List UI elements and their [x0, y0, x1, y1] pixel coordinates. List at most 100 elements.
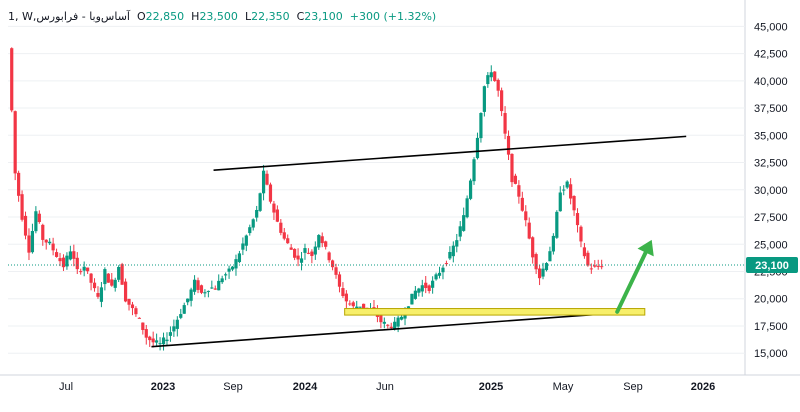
candle-body[interactable]: [158, 343, 162, 345]
candle-body[interactable]: [362, 303, 366, 309]
candle-body[interactable]: [186, 298, 190, 303]
candle-body[interactable]: [531, 237, 535, 258]
candle-body[interactable]: [475, 137, 480, 159]
candle-body[interactable]: [23, 215, 28, 236]
candle-body[interactable]: [510, 153, 514, 183]
candle-body[interactable]: [424, 282, 428, 289]
candle-body[interactable]: [130, 304, 135, 309]
candle-body[interactable]: [503, 113, 507, 134]
candle-body[interactable]: [441, 267, 445, 273]
candle-body[interactable]: [41, 224, 45, 240]
candle-body[interactable]: [403, 312, 407, 319]
candle-body[interactable]: [255, 209, 259, 218]
candle-body[interactable]: [168, 332, 173, 336]
candle-body[interactable]: [213, 288, 217, 290]
candle-body[interactable]: [537, 268, 542, 279]
candle-body[interactable]: [20, 194, 24, 220]
candle-body[interactable]: [120, 264, 124, 285]
candle-body[interactable]: [458, 226, 462, 237]
candle-body[interactable]: [348, 303, 352, 305]
candle-body[interactable]: [593, 265, 597, 267]
candle-body[interactable]: [265, 173, 269, 185]
candle-body[interactable]: [134, 308, 138, 315]
candle-body[interactable]: [451, 245, 455, 257]
candle-body[interactable]: [151, 338, 155, 343]
candle-body[interactable]: [17, 172, 21, 196]
candle-body[interactable]: [230, 266, 235, 270]
candle-body[interactable]: [431, 280, 435, 288]
candle-body[interactable]: [427, 285, 431, 292]
candle-body[interactable]: [34, 211, 38, 232]
candle-body[interactable]: [224, 274, 228, 276]
candle-body[interactable]: [72, 251, 76, 259]
candle-body[interactable]: [558, 192, 562, 212]
candle-body[interactable]: [244, 235, 248, 246]
candle-body[interactable]: [569, 184, 573, 199]
candle-body[interactable]: [282, 232, 286, 239]
candle-body[interactable]: [386, 324, 390, 326]
candle-body[interactable]: [206, 290, 210, 292]
candle-body[interactable]: [117, 266, 121, 280]
candle-body[interactable]: [89, 273, 93, 283]
candle-body[interactable]: [68, 251, 72, 260]
candle-body[interactable]: [341, 288, 345, 296]
candle-body[interactable]: [79, 271, 83, 273]
candle-body[interactable]: [310, 251, 314, 256]
candle-body[interactable]: [320, 236, 324, 244]
candle-body[interactable]: [334, 267, 338, 275]
candle-body[interactable]: [203, 292, 207, 294]
candle-body[interactable]: [496, 79, 500, 91]
candle-body[interactable]: [493, 71, 497, 81]
candle-body[interactable]: [506, 135, 511, 155]
candle-body[interactable]: [37, 213, 41, 223]
candle-body[interactable]: [317, 235, 321, 248]
candle-body[interactable]: [106, 273, 110, 283]
projection-arrow-shaft[interactable]: [615, 250, 648, 314]
candle-body[interactable]: [299, 258, 304, 263]
candle-body[interactable]: [54, 252, 59, 257]
candle-body[interactable]: [575, 213, 580, 226]
support-zone[interactable]: [344, 308, 646, 316]
candle-body[interactable]: [227, 268, 231, 272]
candle-body[interactable]: [58, 258, 62, 262]
candle-body[interactable]: [562, 189, 566, 191]
candle-body[interactable]: [393, 321, 397, 329]
candle-body[interactable]: [144, 329, 148, 338]
candle-body[interactable]: [462, 215, 466, 231]
candle-body[interactable]: [220, 278, 224, 283]
candle-body[interactable]: [275, 209, 279, 222]
candle-body[interactable]: [500, 90, 504, 112]
candle-body[interactable]: [189, 289, 193, 301]
candle-body[interactable]: [272, 203, 276, 213]
candle-body[interactable]: [75, 257, 79, 270]
candle-body[interactable]: [248, 227, 252, 234]
candle-body[interactable]: [468, 180, 473, 199]
candle-body[interactable]: [586, 252, 590, 266]
candle-body[interactable]: [92, 282, 97, 289]
candle-body[interactable]: [465, 198, 469, 218]
candle-body[interactable]: [417, 288, 421, 293]
candle-body[interactable]: [179, 314, 183, 318]
candle-body[interactable]: [482, 86, 486, 112]
candle-body[interactable]: [172, 326, 176, 332]
candle-body[interactable]: [234, 259, 238, 269]
candle-body[interactable]: [51, 243, 55, 251]
candle-body[interactable]: [110, 279, 114, 286]
candle-body[interactable]: [579, 226, 583, 242]
candle-body[interactable]: [541, 268, 545, 277]
candle-body[interactable]: [410, 293, 414, 305]
candle-body[interactable]: [165, 339, 169, 342]
candle-body[interactable]: [175, 319, 179, 329]
candle-body[interactable]: [65, 255, 69, 267]
candle-body[interactable]: [196, 280, 200, 290]
candle-body[interactable]: [30, 230, 35, 253]
candle-body[interactable]: [517, 185, 521, 197]
candle-body[interactable]: [303, 248, 307, 253]
candle-body[interactable]: [596, 265, 600, 267]
candle-body[interactable]: [237, 253, 242, 263]
candle-body[interactable]: [455, 240, 459, 247]
trendline[interactable]: [151, 312, 618, 348]
candle-body[interactable]: [141, 322, 145, 330]
candle-body[interactable]: [534, 254, 538, 270]
